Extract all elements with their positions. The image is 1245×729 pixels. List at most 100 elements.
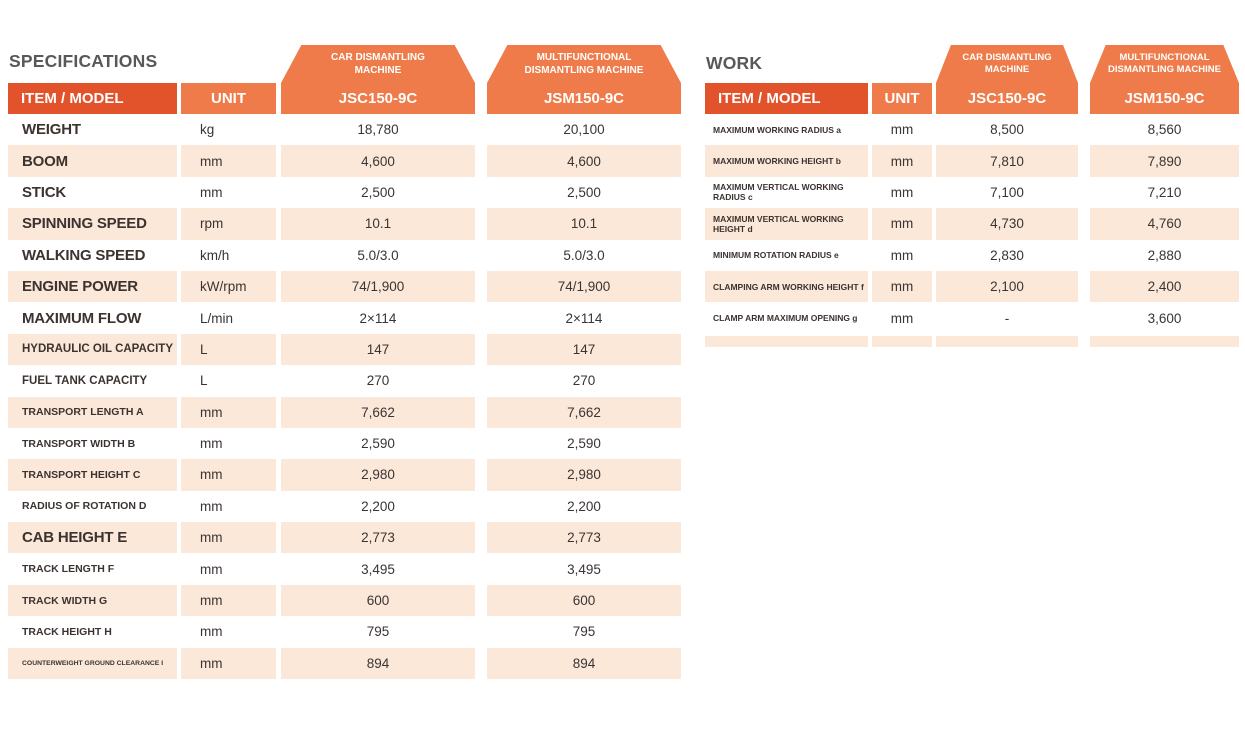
row-unit: kg xyxy=(200,122,215,138)
item-model-header: ITEM / MODEL xyxy=(8,83,177,114)
row-value-jsm150-9c: 2,773 xyxy=(487,522,681,554)
table-row: RADIUS OF ROTATION D mm 2,200 2,200 xyxy=(8,491,681,522)
row-value-jsc150-9c: 7,810 xyxy=(936,145,1078,177)
row-value-jsm150-9c: 8,560 xyxy=(1147,122,1182,138)
table-row: MINIMUM ROTATION RADIUS e mm 2,830 2,880 xyxy=(705,240,1239,271)
row-value-jsc150-9c: 600 xyxy=(281,584,475,617)
row-value-jsc150-9c: 5.0/3.0 xyxy=(357,247,399,263)
tab-label-line: CAR DISMANTLING xyxy=(962,51,1052,63)
row-item-label: COUNTERWEIGHT GROUND CLEARANCE I xyxy=(8,647,177,680)
row-unit: mm xyxy=(181,396,276,428)
table-row: MAXIMUM VERTICAL WORKING RADIUS c mm 7,100… xyxy=(705,177,1239,208)
row-unit: mm xyxy=(872,145,932,177)
table-row: TRACK HEIGHT H mm 795 795 xyxy=(8,616,681,647)
work-rows: MAXIMUM WORKING RADIUS a mm 8,500 8,560 MAXI… xyxy=(705,114,1239,348)
row-value-jsm150-9c: 894 xyxy=(487,647,681,680)
table-row: STICK mm 2,500 2,500 xyxy=(8,177,681,208)
row-unit: mm xyxy=(181,459,276,491)
row-item-label: TRANSPORT HEIGHT C xyxy=(8,459,177,491)
row-item-label: TRANSPORT WIDTH B xyxy=(22,437,136,450)
row-item-label: MAXIMUM WORKING RADIUS a xyxy=(713,124,841,135)
table-row: WEIGHT kg 18,780 20,100 xyxy=(8,114,681,145)
tab-label-line: MULTIFUNCTIONAL xyxy=(536,52,632,63)
row-unit: mm xyxy=(200,561,223,577)
row-value-jsc150-9c: 270 xyxy=(366,373,390,389)
row-value-jsm150-9c: 795 xyxy=(572,624,596,640)
row-unit: mm xyxy=(200,498,223,514)
table-row: WALKING SPEED km/h 5.0/3.0 5.0/3.0 xyxy=(8,240,681,271)
work-title: WORK xyxy=(706,53,763,73)
tab-label-line: DISMANTLING MACHINE xyxy=(524,65,644,76)
table-row: TRACK LENGTH F mm 3,495 3,495 xyxy=(8,553,681,584)
empty-cell xyxy=(705,336,868,348)
row-unit: mm xyxy=(200,184,223,200)
unit-header: UNIT xyxy=(872,83,932,114)
row-value-jsm150-9c: 74/1,900 xyxy=(487,270,681,303)
table-row-cutoff xyxy=(705,336,1239,348)
row-unit: mm xyxy=(890,247,914,263)
jsc150-9c-header: JSC150-9C xyxy=(281,83,475,114)
row-unit: mm xyxy=(181,522,276,554)
row-value-jsm150-9c: 5.0/3.0 xyxy=(563,247,605,263)
row-value-jsm150-9c: 270 xyxy=(572,373,596,389)
row-item-label: SPINNING SPEED xyxy=(8,208,177,240)
row-value-jsm150-9c: 7,890 xyxy=(1090,145,1239,177)
table-row: BOOM mm 4,600 4,600 xyxy=(8,145,681,177)
row-item-label: CLAMP ARM MAXIMUM OPENING g xyxy=(713,312,858,323)
table-row: FUEL TANK CAPACITY L 270 270 xyxy=(8,365,681,396)
item-model-header: ITEM / MODEL xyxy=(705,83,868,114)
row-value-jsc150-9c: 147 xyxy=(281,333,475,366)
row-unit: mm xyxy=(200,436,223,452)
tab-label-line: MACHINE xyxy=(354,65,402,76)
empty-cell xyxy=(936,336,1078,348)
specifications-title: SPECIFICATIONS xyxy=(9,51,158,71)
tab-label-line: DISMANTLING MACHINE xyxy=(1108,64,1221,75)
row-item-label: WEIGHT xyxy=(22,121,81,139)
row-item-label: CAB HEIGHT E xyxy=(8,522,177,554)
row-item-label: CLAMPING ARM WORKING HEIGHT f xyxy=(705,270,868,303)
table-row: MAXIMUM WORKING RADIUS a mm 8,500 8,560 xyxy=(705,114,1239,145)
row-value-jsc150-9c: 3,495 xyxy=(361,561,395,577)
tab-label-line: CAR DISMANTLING xyxy=(331,52,425,63)
row-item-label: TRACK HEIGHT H xyxy=(22,625,112,638)
row-unit: kW/rpm xyxy=(181,270,276,303)
row-unit: km/h xyxy=(200,247,230,263)
tab-label-line: MULTIFUNCTIONAL xyxy=(1119,51,1210,63)
row-value-jsc150-9c: 2,773 xyxy=(281,522,475,554)
row-value-jsc150-9c: 2,830 xyxy=(990,247,1024,263)
table-row: ENGINE POWER kW/rpm 74/1,900 74/1,900 xyxy=(8,270,681,303)
row-unit: mm xyxy=(181,647,276,680)
row-value-jsm150-9c: 2,200 xyxy=(567,498,601,514)
row-item-label: FUEL TANK CAPACITY xyxy=(22,374,148,387)
row-value-jsc150-9c: 4,600 xyxy=(281,145,475,177)
row-unit: mm xyxy=(872,270,932,303)
row-item-label: TRACK LENGTH F xyxy=(22,563,115,576)
row-unit: mm xyxy=(200,624,223,640)
row-value-jsm150-9c: 2,980 xyxy=(487,459,681,491)
row-unit: rpm xyxy=(181,208,276,240)
row-item-label: MINIMUM ROTATION RADIUS e xyxy=(713,250,839,261)
car-dismantling-machine-tab: CAR DISMANTLING MACHINE xyxy=(936,45,1078,83)
row-value-jsc150-9c: 2,980 xyxy=(281,459,475,491)
row-item-label: STICK xyxy=(22,183,67,201)
row-unit: mm xyxy=(890,122,914,138)
row-value-jsm150-9c: 147 xyxy=(487,333,681,366)
row-item-label: TRANSPORT LENGTH A xyxy=(8,396,177,428)
tab-label-line: MACHINE xyxy=(984,64,1030,75)
row-value-jsc150-9c: 2,200 xyxy=(361,498,395,514)
multifunctional-dismantling-machine-tab: MULTIFUNCTIONAL DISMANTLING MACHINE xyxy=(487,45,681,83)
jsc150-9c-header: JSC150-9C xyxy=(936,83,1078,114)
row-item-label: WALKING SPEED xyxy=(22,246,146,264)
row-item-label: MAXIMUM VERTICAL WORKING HEIGHT d xyxy=(705,208,868,240)
row-item-label: MAXIMUM FLOW xyxy=(22,309,142,327)
row-item-label: BOOM xyxy=(8,145,177,177)
row-value-jsc150-9c: 7,662 xyxy=(281,396,475,428)
table-row: CLAMP ARM MAXIMUM OPENING g mm - 3,600 xyxy=(705,302,1239,333)
row-value-jsc150-9c: 894 xyxy=(281,647,475,680)
jsm150-9c-header: JSM150-9C xyxy=(1090,83,1239,114)
table-row: MAXIMUM VERTICAL WORKING HEIGHT d mm 4,730… xyxy=(705,208,1239,240)
